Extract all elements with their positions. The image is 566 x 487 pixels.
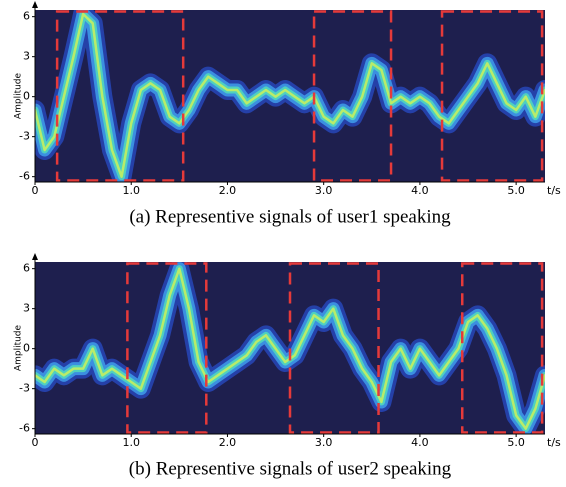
y-tick-label: -6 bbox=[19, 422, 30, 435]
x-axis-label: t/s bbox=[547, 436, 561, 449]
highlight-region bbox=[312, 10, 393, 182]
x-tick-label: 3.0 bbox=[315, 184, 333, 197]
x-tick-label: 5.0 bbox=[507, 184, 525, 197]
highlight-region bbox=[126, 262, 208, 434]
x-tick-label: 2.0 bbox=[219, 184, 237, 197]
x-tick-label: 4.0 bbox=[411, 436, 429, 449]
y-tick-label: 6 bbox=[23, 10, 30, 23]
y-axis-label: Amplitude bbox=[14, 324, 24, 371]
x-tick-label: 0 bbox=[32, 184, 39, 197]
x-tick-label: 1.0 bbox=[122, 184, 140, 197]
highlight-region bbox=[55, 10, 185, 182]
y-tick-label: -3 bbox=[19, 382, 30, 395]
caption: (b) Representive signals of user2 speaki… bbox=[129, 458, 452, 479]
x-tick-label: 1.0 bbox=[122, 436, 140, 449]
x-axis-label: t/s bbox=[547, 184, 561, 197]
y-tick-label: 6 bbox=[23, 262, 30, 275]
highlight-region bbox=[460, 262, 544, 434]
y-axis-arrow bbox=[32, 253, 38, 260]
x-tick-label: 4.0 bbox=[411, 184, 429, 197]
x-tick-label: 3.0 bbox=[315, 436, 333, 449]
y-tick-label: -3 bbox=[19, 130, 30, 143]
caption: (a) Representive signals of user1 speaki… bbox=[129, 206, 451, 227]
signal-band bbox=[35, 12, 545, 178]
y-tick-label: 3 bbox=[23, 50, 30, 63]
highlight-region bbox=[288, 262, 380, 434]
x-tick-label: 2.0 bbox=[219, 436, 237, 449]
signal bbox=[35, 10, 545, 182]
x-tick-label: 5.0 bbox=[507, 436, 525, 449]
y-tick-label: -6 bbox=[19, 170, 30, 183]
y-tick-label: 3 bbox=[23, 302, 30, 315]
y-axis-arrow bbox=[32, 1, 38, 8]
y-tick-label: 0 bbox=[23, 90, 30, 103]
x-tick-label: 0 bbox=[32, 436, 39, 449]
y-axis-label: Amplitude bbox=[14, 72, 24, 119]
y-tick-label: 0 bbox=[23, 342, 30, 355]
